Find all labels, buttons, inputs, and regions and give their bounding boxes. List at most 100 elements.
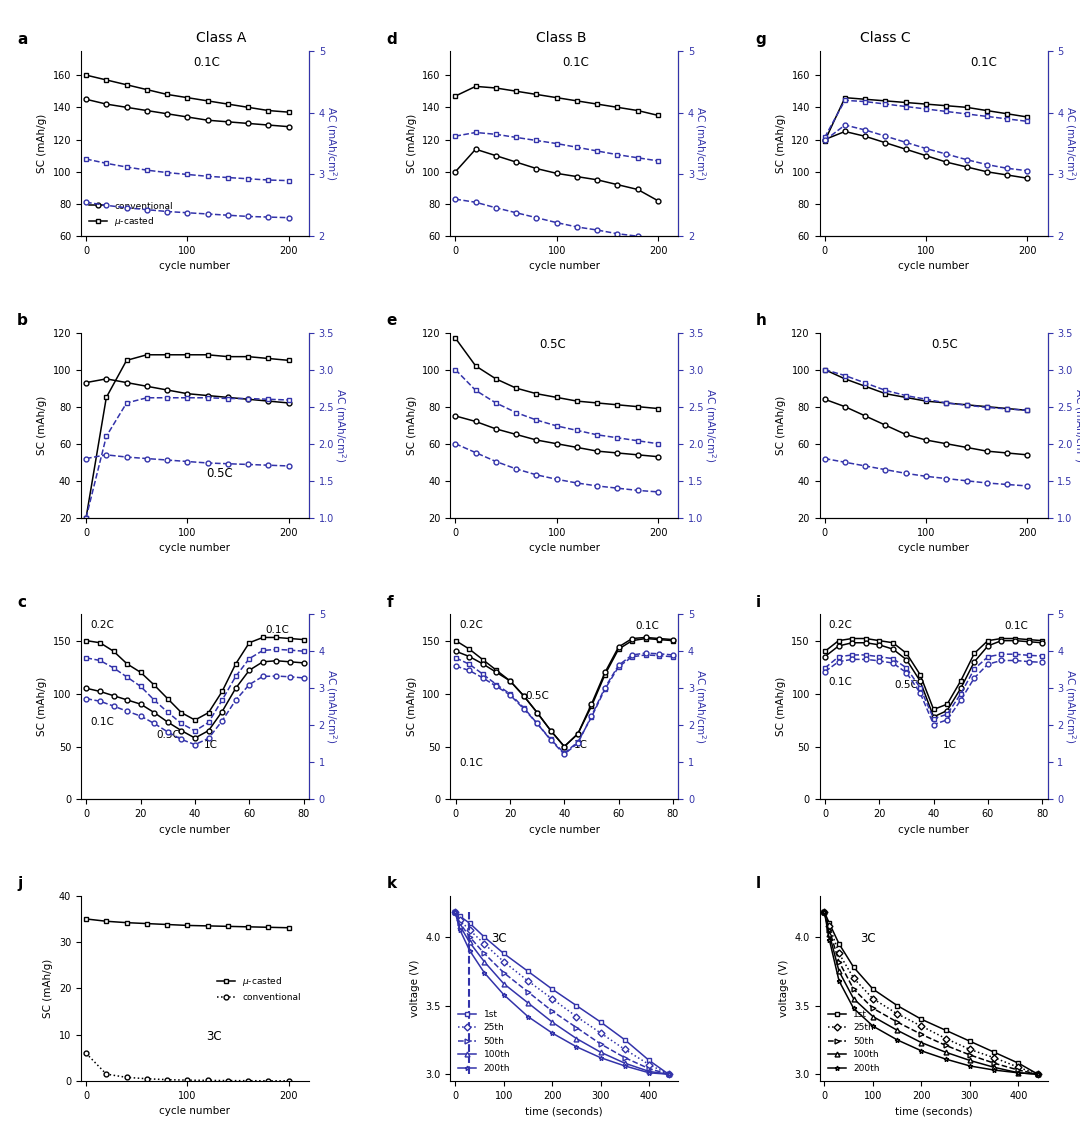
Text: 0.5C: 0.5C	[932, 338, 958, 351]
100th	[940, 1046, 953, 1060]
100th	[662, 1067, 675, 1081]
25th	[847, 971, 860, 985]
Text: 0.2C: 0.2C	[459, 619, 484, 629]
200th	[866, 1020, 879, 1034]
Text: Class C: Class C	[861, 31, 910, 45]
200th	[454, 924, 467, 937]
200th	[1031, 1067, 1044, 1081]
Text: d: d	[387, 32, 397, 46]
100th	[619, 1056, 632, 1070]
1st	[833, 937, 846, 951]
Text: 3C: 3C	[491, 932, 507, 945]
X-axis label: time (seconds): time (seconds)	[526, 1106, 603, 1116]
50th	[619, 1050, 632, 1064]
200th	[963, 1060, 976, 1073]
200th	[988, 1063, 1001, 1077]
Y-axis label: AC (mAh/cm$^2$): AC (mAh/cm$^2$)	[324, 106, 339, 181]
X-axis label: cycle number: cycle number	[160, 543, 230, 554]
Text: h: h	[756, 314, 767, 328]
25th	[891, 1007, 904, 1021]
50th	[833, 955, 846, 969]
Text: i: i	[756, 594, 761, 610]
Text: 0.5C: 0.5C	[157, 730, 180, 740]
200th	[833, 974, 846, 987]
50th	[643, 1062, 656, 1075]
Y-axis label: SC (mAh/g): SC (mAh/g)	[775, 677, 786, 737]
50th	[823, 924, 836, 937]
50th	[594, 1037, 607, 1050]
Text: f: f	[387, 594, 393, 610]
100th	[477, 955, 490, 969]
200th	[847, 1002, 860, 1015]
Text: 1C: 1C	[204, 739, 218, 749]
X-axis label: cycle number: cycle number	[899, 825, 969, 834]
Text: l: l	[756, 876, 761, 891]
Legend: 1st, 25th, 50th, 100th, 200th: 1st, 25th, 50th, 100th, 200th	[455, 1006, 514, 1077]
Text: j: j	[17, 876, 23, 891]
200th	[891, 1034, 904, 1047]
Line: 50th: 50th	[822, 910, 1040, 1077]
50th	[1012, 1063, 1025, 1077]
1st	[915, 1012, 928, 1026]
25th	[915, 1020, 928, 1034]
100th	[454, 919, 467, 933]
25th	[643, 1057, 656, 1071]
200th	[448, 906, 461, 919]
Text: 0.1C: 0.1C	[828, 677, 852, 687]
Y-axis label: AC (mAh/cm$^2$): AC (mAh/cm$^2$)	[703, 388, 717, 463]
Y-axis label: voltage (V): voltage (V)	[409, 960, 420, 1018]
1st	[662, 1067, 675, 1081]
1st	[594, 1015, 607, 1029]
25th	[1031, 1067, 1044, 1081]
25th	[619, 1043, 632, 1056]
Y-axis label: SC (mAh/g): SC (mAh/g)	[37, 677, 48, 737]
200th	[915, 1044, 928, 1057]
Text: 0.1C: 0.1C	[459, 758, 484, 769]
200th	[662, 1067, 675, 1081]
Legend: 1st, 25th, 50th, 100th, 200th: 1st, 25th, 50th, 100th, 200th	[824, 1006, 883, 1077]
Line: 25th: 25th	[822, 910, 1040, 1077]
Text: b: b	[17, 314, 28, 328]
1st	[497, 946, 510, 960]
200th	[818, 906, 831, 919]
Y-axis label: AC (mAh/cm$^2$): AC (mAh/cm$^2$)	[1063, 669, 1078, 744]
Text: 0.1C: 0.1C	[635, 621, 659, 631]
1st	[643, 1054, 656, 1067]
Text: Class A: Class A	[197, 31, 246, 45]
Line: 200th: 200th	[822, 910, 1040, 1077]
Text: 3C: 3C	[206, 1030, 222, 1044]
50th	[463, 931, 476, 944]
200th	[619, 1060, 632, 1073]
200th	[497, 988, 510, 1002]
1st	[1012, 1056, 1025, 1070]
Text: 1C: 1C	[573, 739, 588, 749]
200th	[643, 1066, 656, 1080]
100th	[915, 1036, 928, 1049]
Text: 1C: 1C	[943, 739, 957, 749]
200th	[570, 1040, 583, 1054]
Text: k: k	[387, 876, 396, 891]
1st	[823, 917, 836, 931]
200th	[823, 933, 836, 946]
Y-axis label: SC (mAh/g): SC (mAh/g)	[43, 959, 53, 1018]
25th	[454, 914, 467, 927]
50th	[915, 1028, 928, 1041]
25th	[477, 937, 490, 951]
25th	[963, 1043, 976, 1056]
25th	[570, 1010, 583, 1023]
100th	[866, 1010, 879, 1023]
1st	[522, 964, 535, 978]
1st	[988, 1046, 1001, 1060]
1st	[570, 998, 583, 1012]
Y-axis label: SC (mAh/g): SC (mAh/g)	[406, 114, 417, 173]
25th	[522, 974, 535, 987]
Y-axis label: AC (mAh/cm$^2$): AC (mAh/cm$^2$)	[334, 388, 348, 463]
1st	[940, 1023, 953, 1037]
50th	[866, 1002, 879, 1015]
X-axis label: cycle number: cycle number	[529, 261, 599, 272]
50th	[847, 983, 860, 996]
Line: 50th: 50th	[453, 910, 671, 1077]
50th	[454, 917, 467, 931]
100th	[847, 992, 860, 1005]
Text: g: g	[756, 32, 767, 46]
